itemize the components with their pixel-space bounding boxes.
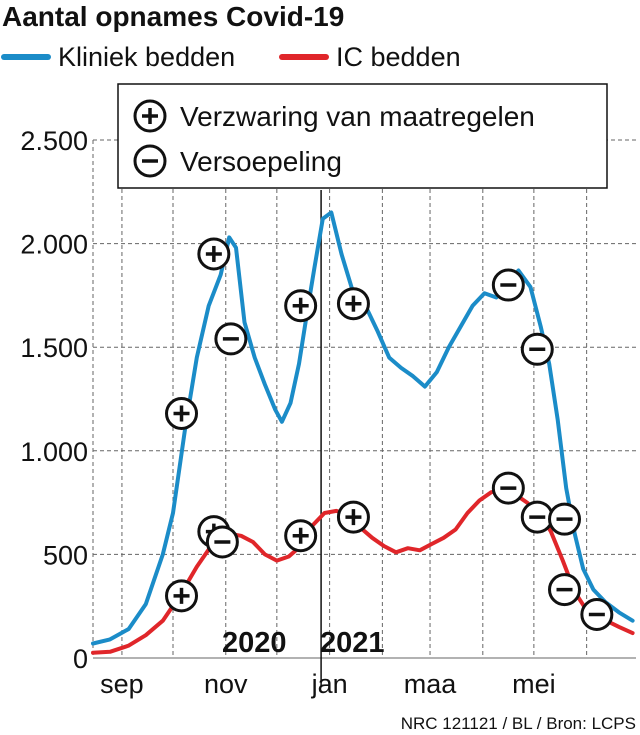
marker-legend: Verzwaring van maatregelen Versoepeling [117,83,608,189]
x-axis: sep nov jan maa mei [100,669,555,699]
x-tick-label: mei [512,669,556,699]
marker-versoepeling [520,332,554,366]
marker-legend-box [117,83,608,189]
y-tick-label: 0 [73,644,88,674]
marker-legend-label-plus: Verzwaring van maatregelen [180,101,535,132]
year-label-2021: 2021 [320,627,385,659]
marker-verzwaring [284,519,318,553]
y-tick-label: 2.000 [20,230,88,260]
marker-legend-label-minus: Versoepeling [180,146,342,177]
marker-legend-icon-plus [133,99,167,133]
marker-versoepeling [520,500,554,534]
legend-label-kliniek: Kliniek bedden [58,42,235,72]
y-tick-label: 1.500 [20,333,88,363]
marker-legend-icon-minus [133,144,167,178]
marker-versoepeling [205,525,239,559]
legend-label-ic: IC bedden [336,42,461,72]
policy-markers [165,237,614,631]
y-tick-label: 1.000 [20,437,88,467]
marker-verzwaring [197,237,231,271]
marker-verzwaring [165,579,199,613]
series-legend: Kliniek bedden IC bedden [1,42,461,72]
marker-versoepeling [580,597,614,631]
x-tick-label: sep [100,669,144,699]
marker-verzwaring [336,287,370,321]
marker-versoepeling [491,268,525,302]
x-tick-label: nov [204,669,248,699]
y-tick-label: 500 [43,540,88,570]
marker-versoepeling [548,502,582,536]
chart-title: Aantal opnames Covid-19 [2,1,344,32]
x-tick-label: jan [311,669,348,699]
source-note: NRC 121121 / BL / Bron: LCPS [401,714,636,733]
grid [92,139,636,686]
y-tick-label: 2.500 [20,126,88,156]
marker-versoepeling [548,573,582,607]
marker-verzwaring [336,500,370,534]
y-axis: 0 500 1.000 1.500 2.000 2.500 [20,126,88,674]
marker-verzwaring [165,397,199,431]
marker-verzwaring [284,289,318,323]
marker-versoepeling [491,471,525,505]
x-tick-label: maa [404,669,458,699]
marker-versoepeling [214,322,248,356]
year-label-2020: 2020 [222,627,287,659]
